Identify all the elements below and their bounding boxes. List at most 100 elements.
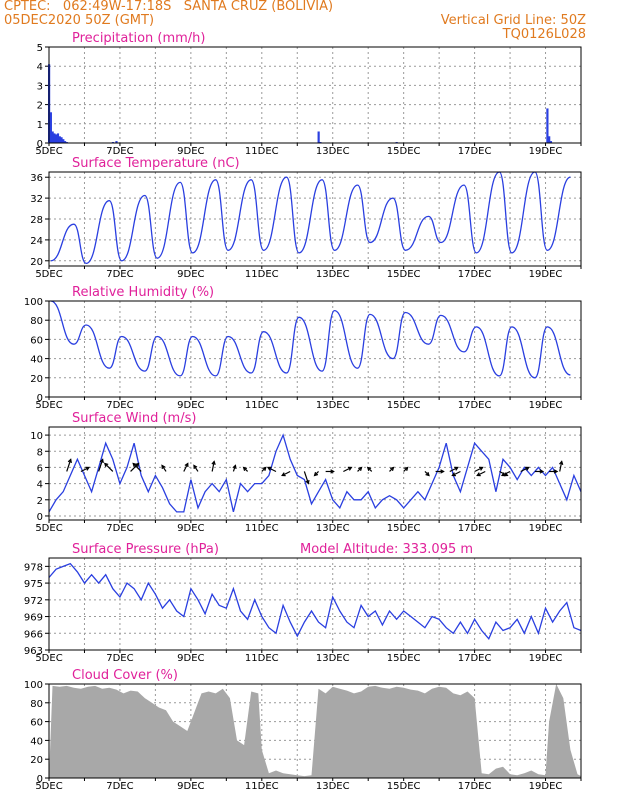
wind-arrowhead (404, 466, 409, 472)
wind-arrowhead (67, 458, 72, 464)
panel-frame (48, 557, 582, 651)
wind-arrowhead (99, 458, 104, 464)
precip-bar (51, 131, 54, 143)
wind-arrowhead (232, 464, 237, 470)
wind-arrowhead (262, 466, 267, 472)
wind-arrowhead (559, 460, 564, 465)
x-tick-label: 17DEC (458, 653, 492, 664)
x-tick-label: 9DEC (177, 523, 204, 534)
wind-vector (211, 461, 215, 472)
x-tick-label: 9DEC (177, 269, 204, 280)
y-tick-label: 40 (30, 355, 43, 366)
series-line (48, 433, 582, 513)
x-tick-label: 9DEC (177, 146, 204, 157)
x-tick-label: 11DEC (245, 653, 279, 664)
wind-vector (343, 466, 352, 473)
x-tick-label: 17DEC (458, 400, 492, 411)
x-tick-label: 5DEC (35, 400, 62, 411)
wind-arrowhead (266, 466, 272, 471)
y-tick-label: 20 (30, 755, 43, 766)
wind-arrowhead (211, 460, 216, 465)
x-tick-label: 7DEC (106, 781, 133, 792)
x-tick-label: 15DEC (387, 269, 421, 280)
y-tick-label: 972 (24, 596, 43, 607)
precip-bar (55, 134, 58, 143)
wind-arrowhead (476, 472, 481, 477)
wind-arrowhead (358, 466, 363, 472)
precip-bar (53, 133, 56, 143)
wind-arrowhead (366, 466, 372, 472)
panel-title: Surface Pressure (hPa) (72, 542, 219, 557)
wind-arrowhead (500, 472, 506, 477)
y-tick-label: 969 (24, 613, 43, 624)
x-tick-label: 19DEC (529, 653, 563, 664)
model-altitude: Model Altitude: 333.095 m (300, 542, 473, 557)
y-tick-label: 4 (37, 62, 43, 73)
panel-5: 963 966 969 972 975 978 5DEC 7DEC 9DEC 11DEC 13DEC… (24, 542, 582, 664)
panel-title: Cloud Cover (%) (72, 668, 178, 683)
x-tick-label: 19DEC (529, 269, 563, 280)
model-code: TQ0126L028 (502, 27, 586, 42)
y-tick-label: 2 (37, 101, 43, 112)
x-tick-label: 7DEC (106, 523, 133, 534)
wind-vector (474, 466, 483, 473)
x-tick-label: 7DEC (106, 400, 133, 411)
wind-arrowhead (553, 469, 559, 474)
precip-bar (549, 141, 553, 143)
y-tick-label: 80 (30, 316, 43, 327)
wind-arrowhead (454, 466, 459, 471)
x-tick-label: 13DEC (316, 523, 350, 534)
y-tick-label: 978 (24, 562, 43, 573)
y-tick-label: 3 (37, 81, 43, 92)
y-tick-label: 60 (30, 718, 43, 729)
y-tick-label: 0 (37, 139, 43, 150)
y-tick-label: 36 (30, 173, 43, 184)
wind-arrowhead (479, 466, 484, 471)
y-tick-label: 4 (37, 480, 43, 491)
wind-arrowhead (305, 479, 310, 485)
wind-vector (132, 463, 142, 472)
meteogram-panels: 0 1 2 3 4 5 5DEC 7DEC 9DEC 11DEC 13DEC 15DEC 17DEC 19… (24, 31, 582, 792)
cloud-cover-area (49, 684, 581, 778)
x-tick-label: 11DEC (245, 146, 279, 157)
panel-1: 0 1 2 3 4 5 5DEC 7DEC 9DEC 11DEC 13DEC 15DEC 17DEC 19… (35, 31, 582, 157)
wind-arrowhead (193, 464, 198, 470)
series-line (50, 300, 571, 379)
panel-6: 0 20 40 60 80 100 5DEC 7DEC 9DEC 11DEC 13DEC 15DEC 1… (24, 668, 582, 792)
x-tick-label: 17DEC (458, 269, 492, 280)
x-tick-label: 7DEC (106, 653, 133, 664)
wind-arrowhead (330, 469, 335, 474)
x-tick-label: 19DEC (529, 146, 563, 157)
wind-vector (80, 466, 90, 473)
precip-bar (546, 108, 549, 143)
panel-frame (48, 171, 582, 267)
y-tick-label: 975 (24, 579, 43, 590)
wind-arrowhead (539, 469, 545, 474)
x-tick-label: 19DEC (529, 400, 563, 411)
panel-title: Precipitation (mm/h) (72, 31, 205, 46)
y-tick-label: 32 (30, 194, 43, 205)
y-tick-label: 60 (30, 335, 43, 346)
x-tick-label: 13DEC (316, 653, 350, 664)
wind-arrowhead (347, 466, 353, 471)
x-tick-label: 5DEC (35, 523, 62, 534)
panel-frame (48, 46, 582, 144)
panel-frame (48, 683, 582, 779)
panel-frame (48, 300, 582, 398)
wind-vector (66, 459, 72, 472)
x-tick-label: 9DEC (177, 653, 204, 664)
y-tick-label: 10 (30, 431, 43, 442)
wind-arrowhead (525, 466, 530, 471)
y-tick-label: 100 (24, 680, 43, 691)
x-tick-label: 11DEC (245, 523, 279, 534)
precip-bar (49, 112, 52, 143)
wind-arrowhead (440, 469, 445, 474)
x-tick-label: 15DEC (387, 781, 421, 792)
y-tick-label: 80 (30, 699, 43, 710)
wind-arrowhead (103, 462, 109, 468)
precip-bar (58, 136, 61, 143)
wind-vector (501, 470, 511, 477)
wind-arrowhead (425, 471, 430, 477)
y-tick-label: 20 (30, 374, 43, 385)
